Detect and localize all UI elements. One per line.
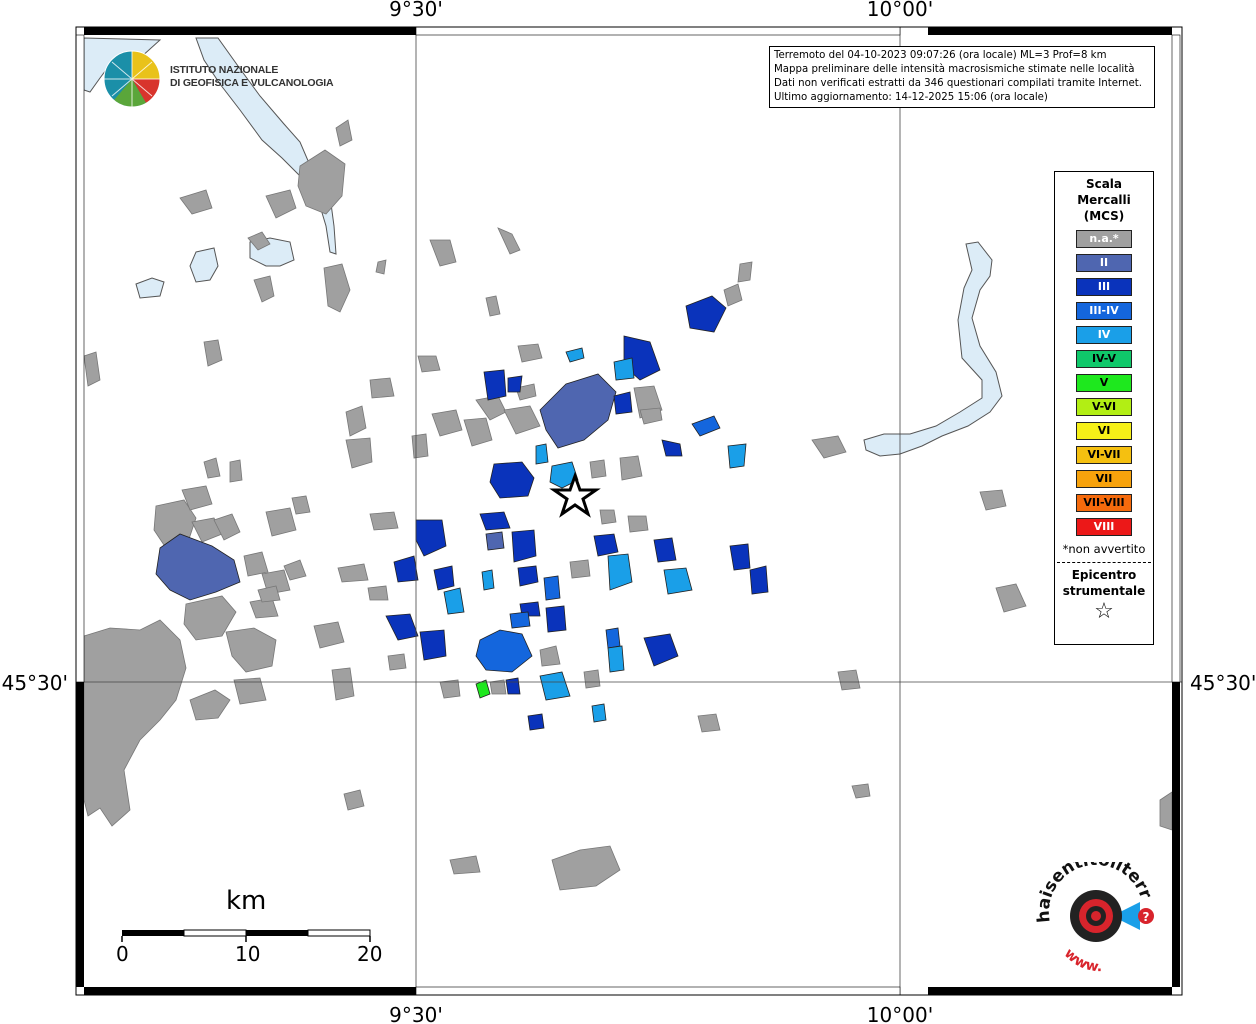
legend-swatch-vii: VII xyxy=(1076,470,1132,488)
legend-title: Scala Mercalli (MCS) xyxy=(1055,176,1153,224)
event-info-box: Terremoto del 04-10-2023 09:07:26 (ora l… xyxy=(769,46,1155,108)
water-bodies xyxy=(83,37,1003,457)
municipalities-v xyxy=(475,679,491,699)
event-info-line2: Mappa preliminare delle intensità macros… xyxy=(774,64,1135,75)
legend-epicenter-line2: strumentale xyxy=(1062,584,1146,598)
legend-title-line2: Mercalli xyxy=(1077,193,1131,207)
event-info-line1: Terremoto del 04-10-2023 09:07:26 (ora l… xyxy=(774,50,1107,61)
svg-text:www.: www. xyxy=(1061,946,1102,976)
event-info-line3: Dati non verificati estratti da 346 ques… xyxy=(774,78,1142,89)
graticule xyxy=(76,27,1182,995)
ingv-name: ISTITUTO NAZIONALE DI GEOFISICA E VULCAN… xyxy=(170,64,334,90)
legend-swatch-iv: IV xyxy=(1076,326,1132,344)
svg-text:?: ? xyxy=(1143,910,1150,924)
scale-tick-0: 0 xyxy=(116,942,129,966)
ingv-name-line1: ISTITUTO NAZIONALE xyxy=(170,64,279,76)
legend-swatch-vi: VI xyxy=(1076,422,1132,440)
legend-swatch-n-a: n.a.* xyxy=(1076,230,1132,248)
coord-top-left: 9°30' xyxy=(389,0,443,21)
municipalities-iv xyxy=(443,347,747,723)
legend-title-line3: (MCS) xyxy=(1083,209,1125,223)
legend-swatch-ii: II xyxy=(1076,254,1132,272)
legend-swatch-vi-vii: VI-VII xyxy=(1076,446,1132,464)
legend-swatch-v-vi: V-VI xyxy=(1076,398,1132,416)
haisentito-logo-icon: ? haisentitoilterremoto.it www. xyxy=(1036,862,1156,976)
event-info-line4: Ultimo aggiornamento: 14-12-2025 15:06 (… xyxy=(774,92,1048,103)
legend-swatch-vii-viii: VII-VIII xyxy=(1076,494,1132,512)
legend-separator xyxy=(1057,562,1151,563)
legend-title-line1: Scala xyxy=(1085,177,1123,191)
coord-top-right: 10°00' xyxy=(867,0,933,21)
legend-epicenter-line1: Epicentro xyxy=(1071,568,1137,582)
epicenter-star xyxy=(549,471,601,518)
ingv-logo-icon xyxy=(103,50,161,108)
legend-items: n.a.* II III III-IV IV IV-V V V-VI VI VI-VII VII VI… xyxy=(1055,230,1153,536)
legend-swatch-iv-v: IV-V xyxy=(1076,350,1132,368)
coord-bottom-left: 9°30' xyxy=(389,1003,443,1024)
legend-na-note: *non avvertito xyxy=(1062,542,1146,556)
coord-right-lat: 45°30' xyxy=(1190,671,1256,695)
legend-swatch-iii: III xyxy=(1076,278,1132,296)
map-frame xyxy=(75,26,1183,996)
badge-www: www. xyxy=(1061,946,1102,976)
intensity-legend: Scala Mercalli (MCS) n.a.* II III III-IV IV I… xyxy=(1054,171,1154,645)
legend-swatch-v: V xyxy=(1076,374,1132,392)
legend-swatch-iii-iv: III-IV xyxy=(1076,302,1132,320)
coord-bottom-right: 10°00' xyxy=(867,1003,933,1024)
legend-star-icon: ☆ xyxy=(1094,599,1114,624)
municipalities-iii-iv xyxy=(475,415,721,673)
scale-tick-20: 20 xyxy=(357,942,383,966)
municipalities-unfelt xyxy=(83,119,1173,891)
ingv-name-line2: DI GEOFISICA E VULCANOLOGIA xyxy=(170,77,334,89)
scale-bar xyxy=(121,929,371,942)
scale-tick-10: 10 xyxy=(235,942,261,966)
coord-left-lat: 45°30' xyxy=(2,671,68,695)
legend-swatch-viii: VIII xyxy=(1076,518,1132,536)
municipalities-ii xyxy=(155,373,617,601)
scale-unit: km xyxy=(226,886,267,916)
legend-epicenter-label: Epicentro strumentale xyxy=(1055,567,1153,599)
